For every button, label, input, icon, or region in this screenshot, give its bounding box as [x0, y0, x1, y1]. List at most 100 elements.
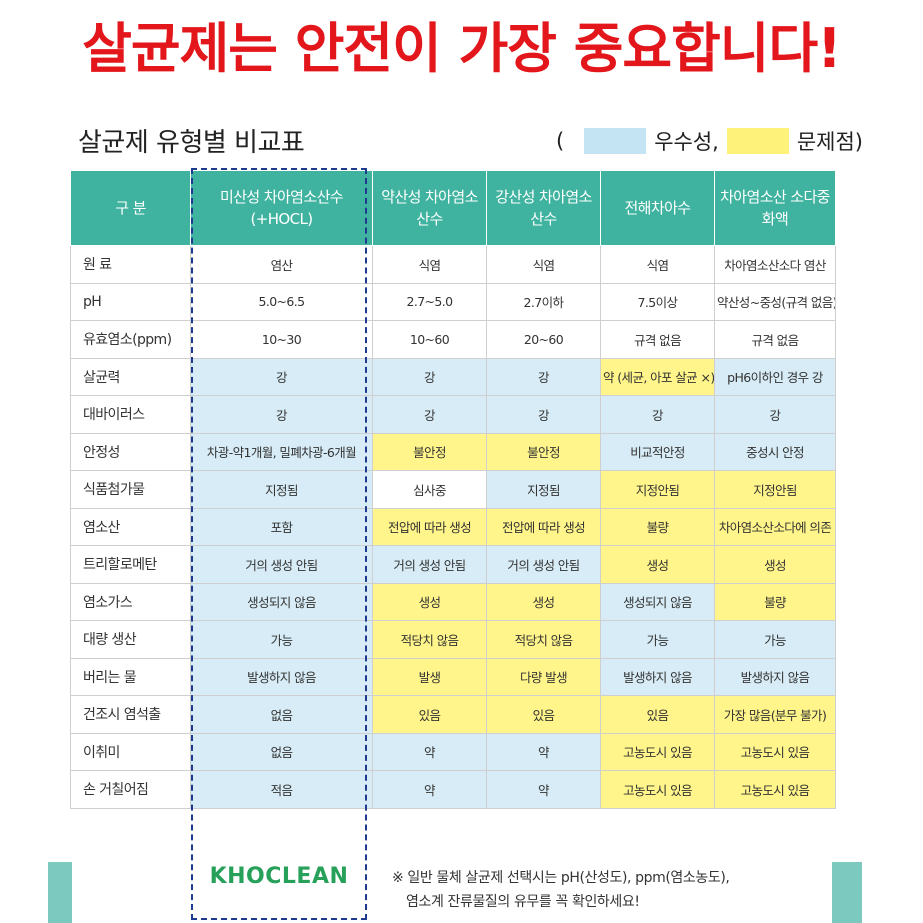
table-cell: 포함 — [190, 507, 373, 546]
table-cell: 중성시 안정 — [714, 432, 836, 471]
table-cell: 고농도시 있음 — [714, 732, 836, 771]
header-weak-acid: 약산성 차아염소산수 — [372, 170, 487, 246]
table-cell: 가장 많음(분무 불가) — [714, 695, 836, 734]
table-row: 대량 생산 가능 적당치 않음 적당치 않음 가능 가능 — [70, 620, 836, 659]
table-row: 염소산 포함 전압에 따라 생성 전압에 따라 생성 불량 차아염소산소다에 의존 — [70, 507, 836, 546]
table-cell: 2.7~5.0 — [372, 282, 487, 321]
table-cell: 있음 — [600, 695, 715, 734]
row-label: pH — [70, 282, 191, 321]
table-cell: 적음 — [190, 770, 373, 809]
table-cell: 규격 없음 — [714, 320, 836, 359]
table-cell: 거의 생성 안됨 — [372, 545, 487, 584]
row-label: 살균력 — [70, 357, 191, 396]
table-cell: 강 — [486, 395, 601, 434]
table-cell: 비교적안정 — [600, 432, 715, 471]
row-label: 대량 생산 — [70, 620, 191, 659]
table-cell: 염산 — [190, 245, 373, 284]
table-cell: pH6이하인 경우 강 — [714, 357, 836, 396]
table-row: 손 거칠어짐 적음 약 약 고농도시 있음 고농도시 있음 — [70, 770, 836, 809]
table-cell: 생성 — [372, 582, 487, 621]
footnote: ※ 일반 물체 살균제 선택시는 pH(산성도), ppm(염소농도), 염소계… — [392, 866, 730, 914]
legend-good-label: 우수성, — [654, 130, 719, 154]
table-cell: 없음 — [190, 695, 373, 734]
table-cell: 약 — [486, 770, 601, 809]
table-cell: 식염 — [372, 245, 487, 284]
table-row: 버리는 물 발생하지 않음 발생 다량 발생 발생하지 않음 발생하지 않음 — [70, 657, 836, 696]
table-cell: 가능 — [190, 620, 373, 659]
table-cell: 있음 — [486, 695, 601, 734]
table-cell: 불량 — [714, 582, 836, 621]
table-cell: 발생하지 않음 — [190, 657, 373, 696]
table-cell: 차광-약1개월, 밀폐차광-6개월 — [190, 432, 373, 471]
table-cell: 지정안됨 — [600, 470, 715, 509]
table-cell: 강 — [372, 395, 487, 434]
table-cell: 차아염소산소다에 의존 — [714, 507, 836, 546]
table-cell: 발생하지 않음 — [600, 657, 715, 696]
header-hocl: 미산성 차아염소산수 (+HOCL) — [190, 170, 373, 246]
footnote-line-2: 염소계 잔류물질의 유무를 꼭 확인하세요! — [406, 894, 640, 910]
table-cell: 적당치 않음 — [486, 620, 601, 659]
table-cell: 지정됨 — [190, 470, 373, 509]
table-cell: 약 — [486, 732, 601, 771]
table-cell: 규격 없음 — [600, 320, 715, 359]
table-cell: 전압에 따라 생성 — [372, 507, 487, 546]
row-label: 버리는 물 — [70, 657, 191, 696]
table-cell: 불안정 — [372, 432, 487, 471]
table-header-row: 구 분 미산성 차아염소산수 (+HOCL) 약산성 차아염소산수 강산성 차아… — [70, 170, 836, 246]
table-row: 유효염소(ppm) 10~30 10~60 20~60 규격 없음 규격 없음 — [70, 320, 836, 359]
row-label: 염소가스 — [70, 582, 191, 621]
table-cell: 강 — [190, 395, 373, 434]
table-row: 안정성 차광-약1개월, 밀폐차광-6개월 불안정 불안정 비교적안정 중성시 안정 — [70, 432, 836, 471]
brand-logo: KHOCLEAN — [209, 864, 349, 889]
table-row: 살균력 강 강 강 약 (세균, 아포 살균 ×) pH6이하인 경우 강 — [70, 357, 836, 396]
table-cell: 발생하지 않음 — [714, 657, 836, 696]
row-label: 식품첨가물 — [70, 470, 191, 509]
row-label: 안정성 — [70, 432, 191, 471]
table-cell: 강 — [600, 395, 715, 434]
table-cell: 거의 생성 안됨 — [190, 545, 373, 584]
table-cell: 고농도시 있음 — [714, 770, 836, 809]
table-row: 트리할로메탄 거의 생성 안됨 거의 생성 안됨 거의 생성 안됨 생성 생성 — [70, 545, 836, 584]
table-cell: 10~60 — [372, 320, 487, 359]
table-body: 원 료 염산 식염 식염 식염 차아염소산소다 염산 pH 5.0~6.5 2.7~5.0 2.7… — [70, 245, 836, 809]
table-cell: 10~30 — [190, 320, 373, 359]
table-cell: 강 — [190, 357, 373, 396]
table-cell: 약 (세균, 아포 살균 ×) — [600, 357, 715, 396]
table-cell: 강 — [714, 395, 836, 434]
table-title: 살균제 유형별 비교표 — [78, 128, 305, 158]
table-row: 염소가스 생성되지 않음 생성 생성 생성되지 않음 불량 — [70, 582, 836, 621]
table-cell: 생성 — [600, 545, 715, 584]
table-cell: 고농도시 있음 — [600, 770, 715, 809]
row-label: 트리할로메탄 — [70, 545, 191, 584]
table-cell: 지정됨 — [486, 470, 601, 509]
table-cell: 다량 발생 — [486, 657, 601, 696]
table-cell: 2.7이하 — [486, 282, 601, 321]
table-cell: 약 — [372, 732, 487, 771]
table-cell: 생성 — [486, 582, 601, 621]
table-cell: 전압에 따라 생성 — [486, 507, 601, 546]
row-label: 이취미 — [70, 732, 191, 771]
decorative-bar-right — [832, 862, 862, 923]
table-cell: 생성 — [714, 545, 836, 584]
table-cell: 20~60 — [486, 320, 601, 359]
header-strong-acid: 강산성 차아염소산수 — [486, 170, 601, 246]
table-cell: 지정안됨 — [714, 470, 836, 509]
table-cell: 거의 생성 안됨 — [486, 545, 601, 584]
table-cell: 생성되지 않음 — [600, 582, 715, 621]
table-cell: 5.0~6.5 — [190, 282, 373, 321]
legend-bad-label: 문제점) — [796, 130, 863, 154]
table-cell: 가능 — [600, 620, 715, 659]
row-label: 유효염소(ppm) — [70, 320, 191, 359]
row-label: 원 료 — [70, 245, 191, 284]
table-cell: 강 — [486, 357, 601, 396]
table-cell: 고농도시 있음 — [600, 732, 715, 771]
legend-bad-swatch — [726, 128, 789, 154]
table-cell: 식염 — [486, 245, 601, 284]
decorative-bar-left — [48, 862, 72, 923]
table-cell: 약 — [372, 770, 487, 809]
header-electrolyzed: 전해차아수 — [600, 170, 715, 246]
header-category: 구 분 — [70, 170, 191, 246]
row-label: 대바이러스 — [70, 395, 191, 434]
table-row: pH 5.0~6.5 2.7~5.0 2.7이하 7.5이상 약산성~중성(규격 없음) — [70, 282, 836, 321]
table-cell: 없음 — [190, 732, 373, 771]
